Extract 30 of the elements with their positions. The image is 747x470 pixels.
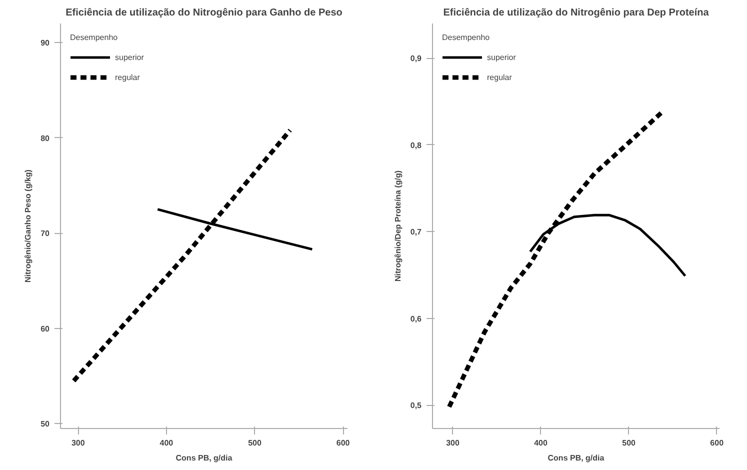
- x-axis-title: Cons PB, g/dia: [548, 454, 605, 462]
- legend-label: regular: [115, 72, 140, 82]
- x-axis-title: Cons PB, g/dia: [176, 454, 233, 462]
- legend-label: regular: [487, 72, 512, 82]
- legend-label: superior: [487, 52, 516, 62]
- y-tick-label: 0,8: [410, 140, 422, 150]
- x-tick-label: 500: [248, 438, 262, 448]
- y-tick-label: 0,7: [410, 228, 422, 237]
- y-tick-label: 50: [40, 420, 50, 429]
- x-tick-label: 600: [710, 438, 724, 448]
- x-tick-label: 400: [160, 438, 174, 448]
- y-tick-label: 90: [40, 38, 50, 48]
- chart-title: Eficiência de utilização do Nitrogênio para Dep Proteína: [443, 8, 710, 18]
- y-tick-label: 0,6: [410, 314, 422, 324]
- y-tick-label: 70: [40, 229, 50, 238]
- y-axis-title: Nitrogênio/Dep Proteína (g/g): [393, 170, 402, 282]
- x-tick-label: 600: [336, 438, 350, 448]
- x-tick-label: 400: [534, 438, 548, 448]
- y-tick-label: 80: [40, 134, 50, 143]
- x-tick-label: 500: [622, 438, 636, 448]
- y-tick-label: 60: [40, 324, 50, 334]
- y-tick-label: 0,5: [410, 401, 422, 410]
- x-tick-label: 300: [71, 438, 86, 448]
- legend-label: superior: [115, 52, 144, 62]
- y-tick-label: 0,9: [410, 54, 422, 64]
- y-axis-title: Nitrogênio/Ganho Peso (g/kg): [24, 169, 33, 282]
- legend-title: Desempenho: [70, 33, 119, 42]
- x-tick-label: 300: [446, 438, 460, 448]
- legend-title: Desempenho: [442, 33, 491, 42]
- chart-title: Eficiência de utilização do Nitrogênio para Ganho de Peso: [66, 8, 342, 18]
